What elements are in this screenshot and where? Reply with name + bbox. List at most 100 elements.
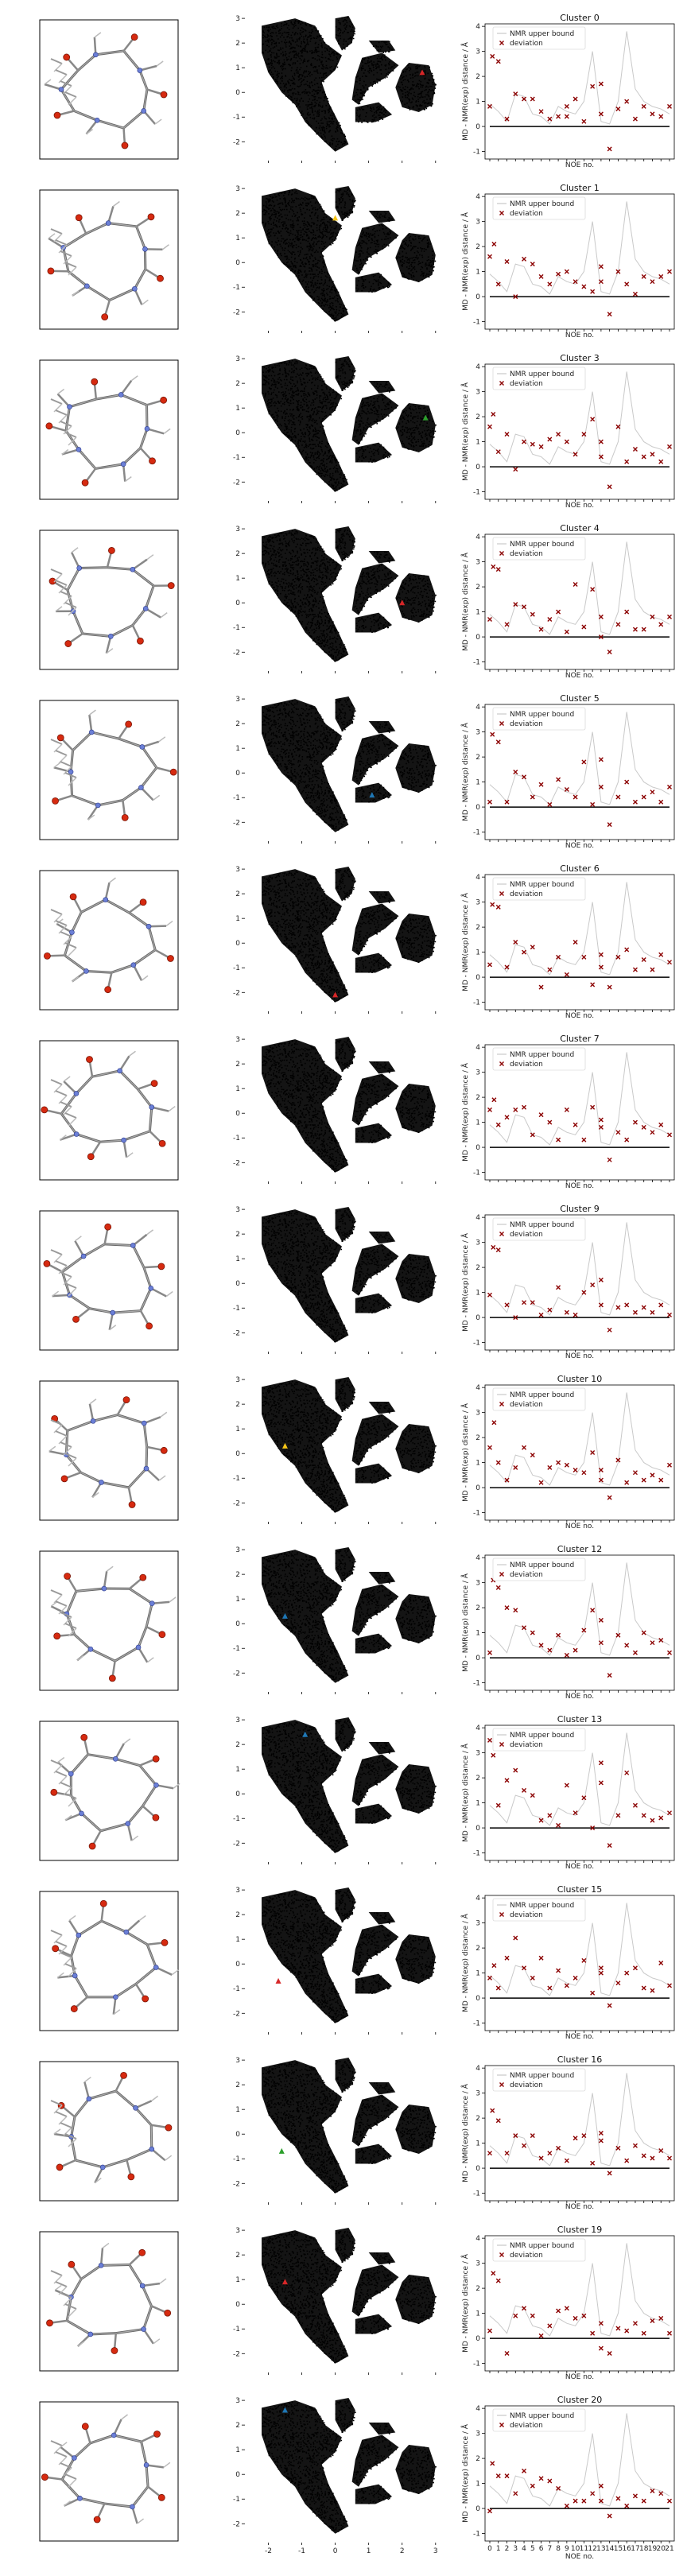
landscape-region xyxy=(368,1912,396,1925)
landscape-region xyxy=(395,62,436,113)
upper-bound-line xyxy=(489,2073,670,2167)
cluster-marker xyxy=(422,414,429,421)
deviation-axes: Cluster 16 4 3 2 1 0 -1MD - NMR(exp) distance … xyxy=(460,2054,675,2211)
branch xyxy=(55,1941,68,1947)
side-chain xyxy=(142,2282,161,2287)
bond-highlight xyxy=(86,970,112,973)
landscape-region xyxy=(335,186,355,221)
deviation-point xyxy=(607,1673,612,1678)
nitrogen-atom xyxy=(142,246,148,252)
bond-highlight xyxy=(71,2116,76,2137)
deviation-point xyxy=(538,1480,544,1485)
deviation-point xyxy=(564,2306,569,2311)
ytick-label: 1 xyxy=(475,439,480,447)
legend-label: NMR upper bound xyxy=(510,1562,574,1569)
bond-highlight xyxy=(100,1139,124,1143)
deviation-axes: Cluster 1 4 3 2 1 0 -1MD - NMR(exp) distance /… xyxy=(460,183,675,339)
hydrogen-bond xyxy=(123,1738,131,1744)
oxygen-atom xyxy=(125,720,133,728)
deviation-point xyxy=(556,1632,561,1638)
landscape-region xyxy=(335,2058,355,2093)
ytick-label: 4 xyxy=(475,1724,480,1732)
deviation-point xyxy=(590,83,596,89)
deviation-point xyxy=(590,1282,596,1288)
nitrogen-atom xyxy=(130,2504,135,2510)
oxygen-atom xyxy=(46,2319,53,2327)
deviation-point xyxy=(504,622,510,627)
branch xyxy=(68,1798,77,1807)
bond-highlight xyxy=(80,899,107,913)
landscape-region xyxy=(262,359,349,492)
side-chain xyxy=(94,2167,104,2184)
y-axis-label: MD - NMR(exp) distance / Å xyxy=(460,41,470,141)
bond-highlight xyxy=(146,1603,153,1627)
xtick-label: 2 xyxy=(400,2547,405,2555)
nitrogen-atom xyxy=(141,2326,146,2332)
deviation-point xyxy=(487,1292,492,1298)
deviation-point xyxy=(624,281,630,287)
deviation-point xyxy=(538,274,544,279)
deviation-point xyxy=(632,627,638,632)
bond-highlight xyxy=(142,2306,153,2330)
ytick-label: 2 xyxy=(235,1571,240,1579)
deviation-point xyxy=(495,567,501,572)
xtick-label: 14 xyxy=(605,2545,615,2553)
deviation-point xyxy=(495,1122,501,1127)
branch xyxy=(60,421,72,427)
ytick-label: 4 xyxy=(475,1214,480,1222)
branch xyxy=(55,2281,68,2287)
deviation-point xyxy=(490,902,495,907)
branch xyxy=(55,239,68,246)
landscape-region xyxy=(368,41,396,53)
deviation-point xyxy=(490,2461,495,2466)
side-chain xyxy=(122,1139,128,1158)
ytick-label: -2 xyxy=(233,819,240,827)
legend-marker-swatch xyxy=(499,1572,504,1577)
legend-label: NMR upper bound xyxy=(510,30,574,38)
branch xyxy=(55,69,68,76)
deviation-point xyxy=(590,1990,596,1996)
cluster-marker xyxy=(281,2407,288,2413)
deviation-point xyxy=(598,757,604,762)
side-chain xyxy=(63,1080,77,1095)
branch xyxy=(55,2451,68,2458)
landscape-region xyxy=(262,1890,349,2023)
legend-marker-swatch xyxy=(499,2423,504,2427)
molecule-structure-icon xyxy=(44,32,168,149)
branch xyxy=(53,2105,63,2114)
legend-label: NMR upper bound xyxy=(510,541,574,549)
ytick-label: 1 xyxy=(235,405,240,413)
landscape-region xyxy=(368,891,396,904)
deviation-point xyxy=(590,2330,596,2336)
deviation-point xyxy=(491,564,496,569)
bond-highlight xyxy=(68,270,87,287)
ytick-label: 2 xyxy=(475,924,480,932)
bond-highlight xyxy=(66,1591,77,1615)
deviation-point xyxy=(667,444,672,449)
hydrogen-bond xyxy=(44,79,52,85)
deviation-point xyxy=(547,617,553,623)
deviation-point xyxy=(547,967,553,972)
landscape-region xyxy=(262,1039,349,1173)
nitrogen-atom xyxy=(93,52,99,58)
deviation-point xyxy=(572,1312,578,1317)
branch xyxy=(55,580,68,586)
ytick-label: 2 xyxy=(475,1775,480,1783)
bond-highlight xyxy=(132,1245,145,1268)
bond-highlight xyxy=(115,1983,137,1998)
ytick-label: -1 xyxy=(473,829,480,837)
deviation-point xyxy=(615,1632,621,1638)
hydrogen-bond xyxy=(74,1236,82,1242)
ytick-label: -1 xyxy=(473,149,480,157)
oxygen-atom xyxy=(121,813,129,821)
deviation-point xyxy=(522,256,527,262)
upper-bound-line xyxy=(489,1562,670,1656)
deviation-point xyxy=(556,1460,561,1465)
xtick-label: 0 xyxy=(487,2545,492,2553)
landscape-region xyxy=(351,2434,399,2487)
nitrogen-atom xyxy=(110,1309,116,1316)
branch xyxy=(68,2478,77,2488)
deviation-point xyxy=(598,1477,604,1483)
oxygen-atom xyxy=(44,952,51,960)
